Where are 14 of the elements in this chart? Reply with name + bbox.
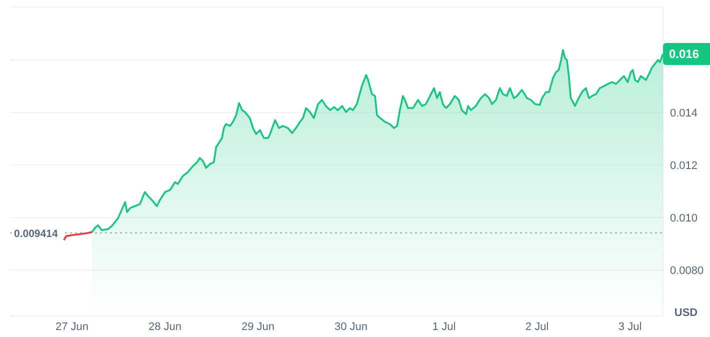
x-tick-label: 30 Jun <box>334 321 368 333</box>
x-tick-label: 28 Jun <box>148 321 182 333</box>
x-tick-label: 3 Jul <box>618 321 642 333</box>
x-tick-label: 27 Jun <box>55 321 89 333</box>
ref-line-label: 0.009414 <box>14 228 58 240</box>
y-tick-label: 0.010 <box>670 212 698 225</box>
x-tick-label: 1 Jul <box>432 321 456 333</box>
y-axis-title: USD <box>674 307 698 319</box>
y-tick-label: 0.0080 <box>670 265 704 278</box>
annotation: 0.016 <box>669 46 700 61</box>
x-tick-label: 29 Jun <box>242 321 275 333</box>
y-tick-label: 0.014 <box>670 108 698 120</box>
y-tick-label: 0.012 <box>670 160 698 172</box>
x-tick-label: 2 Jul <box>525 321 549 333</box>
